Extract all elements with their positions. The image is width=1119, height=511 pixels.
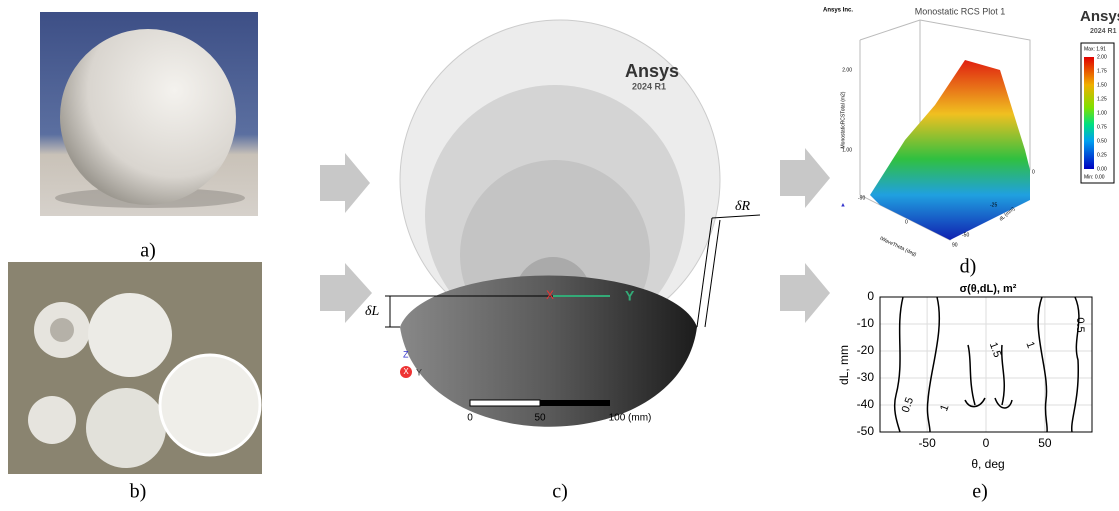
scale-label: 0 xyxy=(467,413,473,424)
axis-label: MonostaticRCSTotal (m2) xyxy=(840,91,846,148)
legend-tick: 1.75 xyxy=(1097,68,1107,74)
legend-tick: 1.00 xyxy=(1097,110,1107,116)
plot-title: Monostatic RCS Plot 1 xyxy=(915,6,1006,16)
y-tick-label: -50 xyxy=(857,424,875,438)
panel-label: c) xyxy=(552,481,568,503)
y-tick-label: -20 xyxy=(857,343,875,357)
scale-label: 50 xyxy=(534,413,546,424)
part xyxy=(160,355,260,455)
version: 2024 R1 xyxy=(1090,28,1117,35)
x-tick-label: -50 xyxy=(918,436,936,450)
tick-label: -90 xyxy=(858,195,865,201)
sphere-photo xyxy=(60,29,236,205)
part xyxy=(28,396,76,444)
panel-label: b) xyxy=(130,481,147,503)
logo: Ansys xyxy=(625,61,679,81)
figure: Y X δL δR Ansys 2024 R1 Z X Y 0 50 100 (… xyxy=(0,0,1119,506)
panel-label: e) xyxy=(972,481,988,503)
scale-bar xyxy=(540,400,610,406)
legend-tick: 0.00 xyxy=(1097,166,1107,172)
axis-label: Y xyxy=(416,367,422,377)
y-tick-label: 0 xyxy=(867,289,874,303)
x-axis-label: θ, deg xyxy=(971,457,1004,471)
dim-label: δL xyxy=(365,304,380,319)
dim-line xyxy=(712,215,760,218)
legend-tick: 2.00 xyxy=(1097,54,1107,60)
x-tick-label: 50 xyxy=(1038,436,1052,450)
logo: Ansys xyxy=(1080,8,1119,25)
legend-tick: 0.25 xyxy=(1097,152,1107,158)
triad: ▲ xyxy=(840,203,846,209)
legend-tick: 1.25 xyxy=(1097,96,1107,102)
y-tick-label: -30 xyxy=(857,370,875,384)
legend-max: Max: 1.91 xyxy=(1084,46,1106,52)
scale-label: 100 (mm) xyxy=(609,413,652,424)
legend-tick: 1.50 xyxy=(1097,82,1107,88)
y-tick-label: -40 xyxy=(857,397,875,411)
axis-label: Y xyxy=(625,288,635,304)
legend-tick: 0.50 xyxy=(1097,138,1107,144)
plot-title: σ(θ,dL), m² xyxy=(960,283,1017,295)
company: Ansys Inc. xyxy=(823,8,853,14)
part xyxy=(88,293,172,377)
axis-label: Z xyxy=(403,349,409,359)
legend-tick: 0.75 xyxy=(1097,124,1107,130)
tick-label: 1.00 xyxy=(842,147,852,153)
axis-label: IWaveTheta (deg) xyxy=(879,236,918,258)
y-axis-label: dL, mm xyxy=(837,345,851,385)
colorbar xyxy=(1084,57,1094,169)
y-tick-label: -10 xyxy=(857,316,875,330)
part xyxy=(86,388,166,468)
tick-label: 0 xyxy=(1032,169,1035,175)
tick-label: 2.00 xyxy=(842,67,852,73)
version: 2024 R1 xyxy=(632,81,666,91)
scale-bar xyxy=(470,400,540,406)
tick-label: -50 xyxy=(962,232,969,238)
tick-label: 90 xyxy=(952,242,958,248)
tick-label: 0 xyxy=(905,219,908,225)
panel-label: d) xyxy=(960,256,977,278)
contour-label: 0.5 xyxy=(1074,317,1086,332)
panel-label: a) xyxy=(140,240,156,262)
dim-label: δR xyxy=(735,199,751,214)
axis-label: X xyxy=(403,367,409,376)
x-tick-label: 0 xyxy=(983,436,990,450)
part xyxy=(50,318,74,342)
axis-label: X xyxy=(546,288,554,302)
legend-min: Min: 0.00 xyxy=(1084,174,1105,180)
tick-label: -25 xyxy=(990,202,997,208)
hemisphere-body xyxy=(400,327,697,427)
